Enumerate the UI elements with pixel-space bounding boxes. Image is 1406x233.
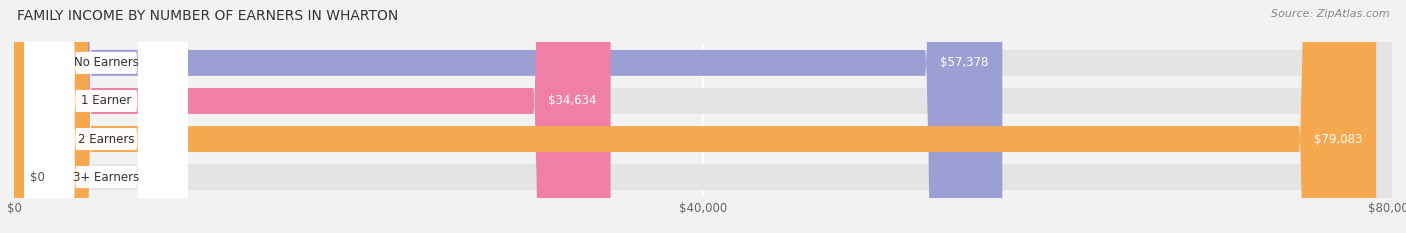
FancyBboxPatch shape [24,0,188,233]
Text: No Earners: No Earners [73,56,139,69]
Text: 3+ Earners: 3+ Earners [73,171,139,184]
FancyBboxPatch shape [24,0,188,233]
FancyBboxPatch shape [14,0,1392,233]
Text: $34,634: $34,634 [548,94,596,107]
FancyBboxPatch shape [14,0,1376,233]
FancyBboxPatch shape [14,0,1002,233]
FancyBboxPatch shape [14,0,1392,233]
Text: FAMILY INCOME BY NUMBER OF EARNERS IN WHARTON: FAMILY INCOME BY NUMBER OF EARNERS IN WH… [17,9,398,23]
FancyBboxPatch shape [24,0,188,233]
Text: 2 Earners: 2 Earners [77,133,135,146]
FancyBboxPatch shape [14,0,1392,233]
FancyBboxPatch shape [14,0,1392,233]
Text: $0: $0 [30,171,45,184]
Text: 1 Earner: 1 Earner [82,94,131,107]
FancyBboxPatch shape [14,0,610,233]
Text: Source: ZipAtlas.com: Source: ZipAtlas.com [1271,9,1389,19]
Text: $57,378: $57,378 [941,56,988,69]
Text: $79,083: $79,083 [1315,133,1362,146]
FancyBboxPatch shape [24,0,188,233]
